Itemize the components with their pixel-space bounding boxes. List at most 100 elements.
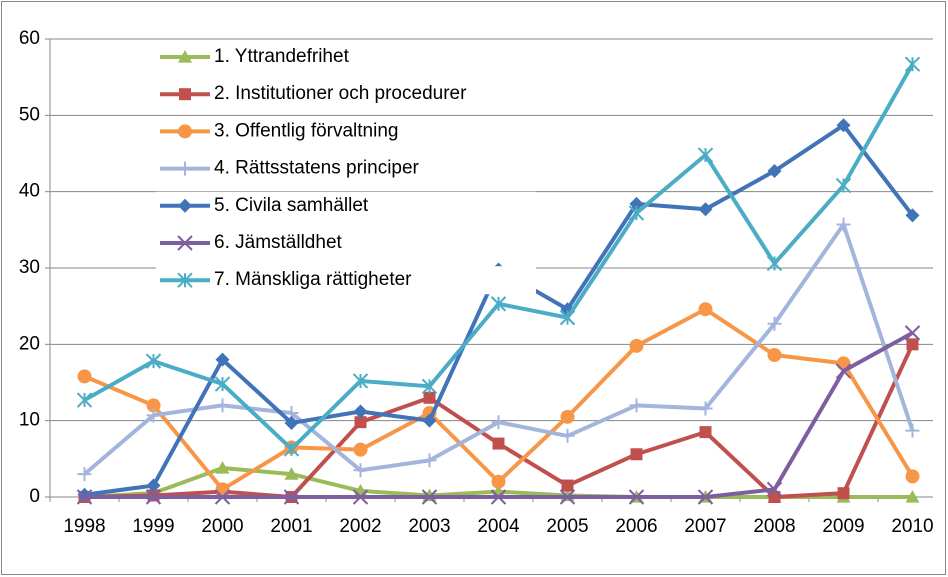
x-tick-label: 2001 (270, 516, 312, 537)
marker (146, 408, 161, 423)
marker (698, 202, 713, 217)
marker (283, 441, 300, 457)
y-tick-label: 50 (19, 104, 40, 125)
y-tick-label: 30 (19, 257, 40, 278)
marker (629, 196, 644, 211)
marker (560, 428, 575, 443)
y-tick-label: 10 (19, 410, 40, 431)
x-tick-label: 2010 (891, 516, 933, 537)
marker (559, 489, 576, 505)
marker (145, 353, 162, 369)
y-tick-label: 60 (19, 28, 40, 49)
legend-bg (156, 117, 536, 146)
marker (490, 296, 507, 312)
marker (283, 489, 300, 505)
x-tick-label: 2003 (408, 516, 450, 537)
marker (560, 409, 575, 424)
marker (905, 469, 920, 484)
marker (214, 489, 231, 505)
marker (768, 491, 781, 503)
marker (628, 489, 645, 505)
marker (767, 164, 782, 179)
x-tick-label: 1998 (63, 516, 105, 537)
marker (697, 489, 714, 505)
legend-bg (156, 43, 536, 71)
marker (766, 481, 783, 498)
marker (904, 56, 921, 72)
legend-bg (156, 80, 536, 109)
x-tick-label: 2000 (201, 516, 243, 537)
legend-label: 5. Civila samhället (214, 195, 369, 216)
marker (352, 489, 369, 505)
legend-label: 1. Yttrandefrihet (214, 46, 350, 67)
marker (353, 463, 368, 478)
legend-label: 3. Offentlig förvaltning (214, 120, 398, 141)
x-tick-label: 2008 (753, 516, 795, 537)
marker (215, 352, 230, 367)
marker (284, 467, 299, 480)
marker (561, 479, 574, 492)
x-tick-label: 2006 (615, 516, 657, 537)
legend-label: 4. Rättsstatens principer (214, 158, 420, 179)
marker (353, 442, 368, 457)
marker (177, 235, 193, 251)
marker (905, 423, 920, 438)
marker (178, 198, 192, 213)
marker (698, 401, 713, 416)
marker (835, 363, 852, 379)
marker (352, 373, 369, 389)
marker (630, 448, 643, 461)
marker (76, 489, 93, 505)
marker (836, 217, 851, 232)
marker (423, 391, 436, 404)
marker (491, 415, 506, 430)
marker (422, 413, 437, 428)
marker (699, 426, 712, 439)
legend-bg (156, 154, 536, 183)
marker (835, 177, 852, 194)
marker (146, 478, 161, 493)
marker (491, 474, 506, 489)
marker (836, 118, 851, 133)
marker (492, 437, 505, 450)
marker (628, 205, 645, 221)
marker (353, 404, 368, 419)
marker (178, 161, 192, 176)
marker (698, 302, 713, 317)
marker (905, 490, 920, 503)
marker (77, 369, 92, 384)
marker (906, 338, 919, 351)
x-tick-label: 2009 (822, 516, 864, 537)
marker (215, 482, 230, 497)
marker (421, 489, 438, 505)
marker (904, 325, 921, 341)
marker (767, 316, 782, 331)
marker (146, 398, 161, 413)
y-tick-label: 40 (19, 181, 40, 202)
marker (77, 467, 92, 482)
marker (177, 272, 193, 288)
marker (76, 392, 93, 408)
marker (178, 50, 192, 63)
legend-label: 7. Mänskliga rättigheter (214, 269, 412, 290)
marker (145, 489, 162, 505)
marker (697, 147, 714, 163)
marker (354, 416, 367, 429)
x-tick-label: 2002 (339, 516, 381, 537)
marker (422, 453, 437, 468)
legend-bg (156, 229, 536, 257)
marker (629, 338, 644, 353)
marker (179, 88, 191, 101)
marker (559, 309, 576, 326)
marker (490, 489, 507, 505)
marker (837, 487, 850, 500)
marker (905, 208, 920, 223)
marker (421, 378, 438, 395)
marker (215, 398, 230, 413)
marker (629, 398, 644, 413)
marker (284, 415, 299, 430)
legend-bg (156, 266, 536, 295)
x-tick-label: 2007 (684, 516, 726, 537)
marker (178, 124, 192, 139)
